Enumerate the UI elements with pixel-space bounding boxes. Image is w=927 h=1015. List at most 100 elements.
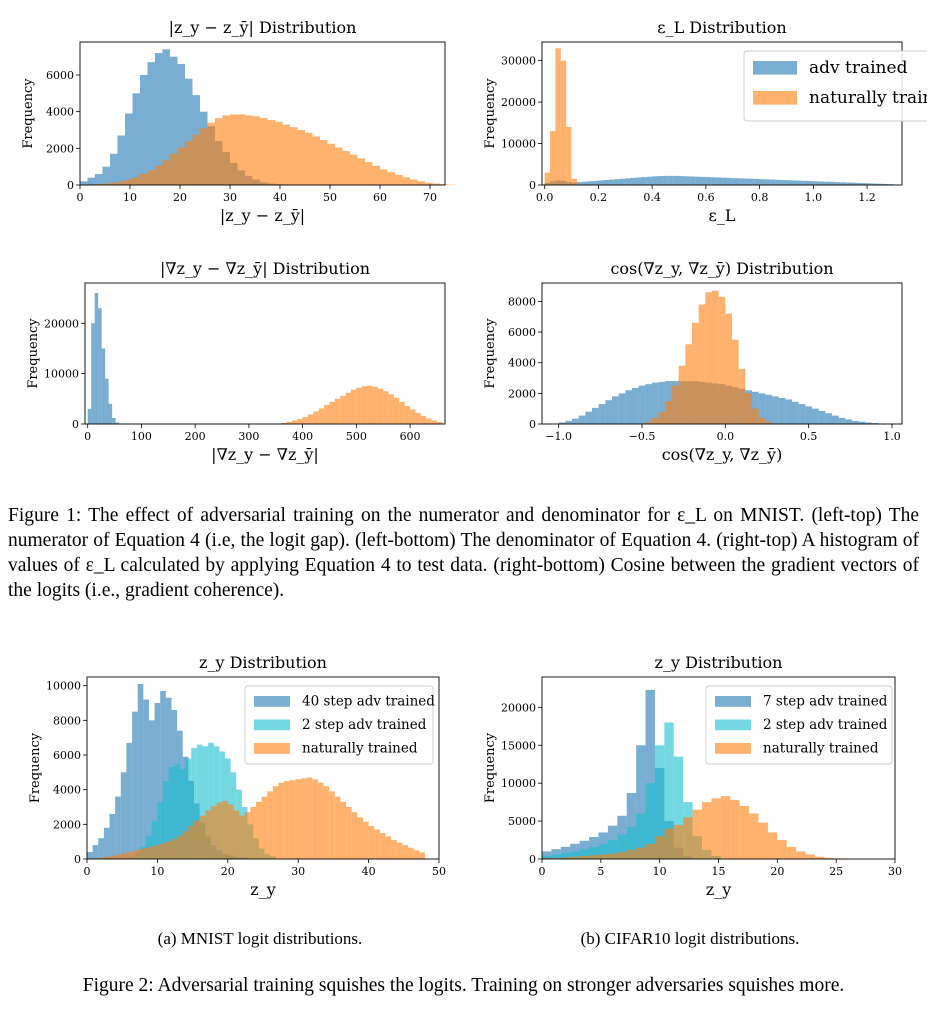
y-tick-label: 4000 [53, 784, 81, 797]
histogram-bar [752, 408, 759, 424]
histogram-bar [630, 177, 637, 185]
histogram-bar [786, 180, 792, 185]
chart-gradient-gap: |∇z_y − ∇z_ȳ| Distribution 0 100 200 300 400 5… [26, 259, 446, 464]
histogram-bar [617, 852, 627, 859]
histogram-bar [758, 822, 768, 859]
histogram-bar [582, 181, 588, 185]
histogram-bar [374, 829, 380, 859]
histogram-bar [185, 141, 193, 185]
plot-frame [84, 282, 446, 425]
histogram-bar [775, 179, 782, 185]
histogram-bar [702, 802, 712, 860]
histogram-bar [883, 183, 889, 185]
histogram-bar [579, 849, 590, 859]
histogram-bar [579, 855, 590, 859]
histogram-bar [752, 391, 759, 424]
histogram-bar [270, 856, 276, 859]
y-tick-label: 6000 [46, 69, 74, 82]
histogram-bar [781, 180, 787, 185]
legend-label: 2 step adv trained [302, 717, 427, 733]
x-axis-label: |∇z_y − ∇z_ȳ| [211, 445, 319, 464]
histogram-bar [619, 178, 626, 185]
histogram-bar [105, 378, 109, 424]
histogram-bar [317, 782, 324, 859]
histogram-bar [785, 399, 792, 424]
legend-swatch [254, 696, 290, 707]
histogram-bar [329, 791, 335, 859]
x-tick-label: 1.2 [858, 191, 876, 204]
histogram-bar [155, 165, 163, 185]
histogram-bar [350, 389, 357, 424]
histogram-bar [570, 851, 580, 859]
series-0-bars [544, 175, 894, 185]
histogram-bar [312, 136, 320, 185]
histogram-bar [162, 160, 170, 185]
y-tick-label: 5000 [508, 815, 536, 828]
histogram-bar [834, 182, 841, 185]
y-tick-label: 0 [67, 179, 74, 192]
histogram-bar [154, 703, 161, 859]
histogram-bar [110, 182, 118, 185]
x-tick-label: 5 [597, 865, 604, 878]
histogram-bar [798, 404, 806, 424]
histogram-bar [796, 851, 806, 859]
histogram-bar [797, 180, 803, 185]
histogram-bar [598, 843, 608, 859]
histogram-bar [346, 807, 352, 859]
x-tick-label: 0 [77, 191, 84, 204]
plot-frame [541, 282, 903, 425]
y-axis-label: Frequency [483, 318, 498, 389]
histogram-bar [102, 183, 110, 185]
histogram-bar [662, 175, 669, 185]
histogram-bar [678, 365, 686, 424]
legend: adv trained naturally trained [743, 50, 927, 122]
histogram-bar [673, 175, 680, 185]
chart-title: |z_y − z_ȳ| Distribution [169, 18, 357, 37]
x-tick-label: 20 [221, 865, 235, 878]
series-1-bars [645, 290, 772, 424]
x-tick-label: 60 [373, 191, 387, 204]
legend-swatch [254, 719, 290, 731]
y-tick-label: 0 [74, 853, 81, 866]
histogram-bar [824, 181, 830, 185]
histogram-bar [174, 763, 180, 859]
histogram-bar [160, 690, 166, 859]
series-2-bars [87, 777, 425, 859]
histogram-bar [560, 60, 567, 185]
histogram-bar [185, 78, 193, 185]
histogram-bar [772, 396, 779, 424]
x-axis-label: |z_y − z_ȳ| [220, 206, 305, 225]
histogram-bar [126, 852, 133, 859]
histogram-bar [711, 798, 721, 859]
histogram-bar [598, 180, 604, 185]
histogram-bar [391, 839, 397, 859]
histogram-bar [98, 308, 102, 424]
histogram-bar [705, 177, 712, 185]
legend-swatch [753, 91, 797, 105]
histogram-bar [592, 407, 599, 424]
histogram-bar [205, 810, 211, 859]
histogram-bar [725, 313, 732, 424]
histogram-bar [154, 845, 161, 859]
x-tick-label: 0.4 [643, 191, 661, 204]
histogram-bar [738, 178, 744, 185]
histogram-bar [551, 854, 561, 859]
chart-epsilon-l: ε_L Distribution 0.0 0.2 0.4 0.6 0.8 1.0 1.2 0 10… [483, 18, 927, 225]
histogram-bar [233, 810, 240, 859]
histogram-bar [170, 153, 178, 185]
histogram-bar [275, 121, 283, 185]
histogram-bar [365, 162, 373, 185]
histogram-bar [415, 412, 421, 424]
histogram-bar [151, 820, 158, 859]
y-tick-label: 10000 [46, 680, 81, 693]
histogram-bar [722, 177, 728, 185]
legend-label: adv trained [809, 58, 908, 78]
histogram-bar [200, 128, 208, 185]
histogram-bar [850, 182, 857, 185]
histogram-bar [861, 183, 868, 185]
histogram-bar [356, 387, 362, 424]
histogram-bar [177, 835, 183, 859]
histogram-bar [404, 405, 411, 424]
histogram-bar [137, 683, 144, 859]
y-tick-label: 2000 [53, 818, 81, 831]
